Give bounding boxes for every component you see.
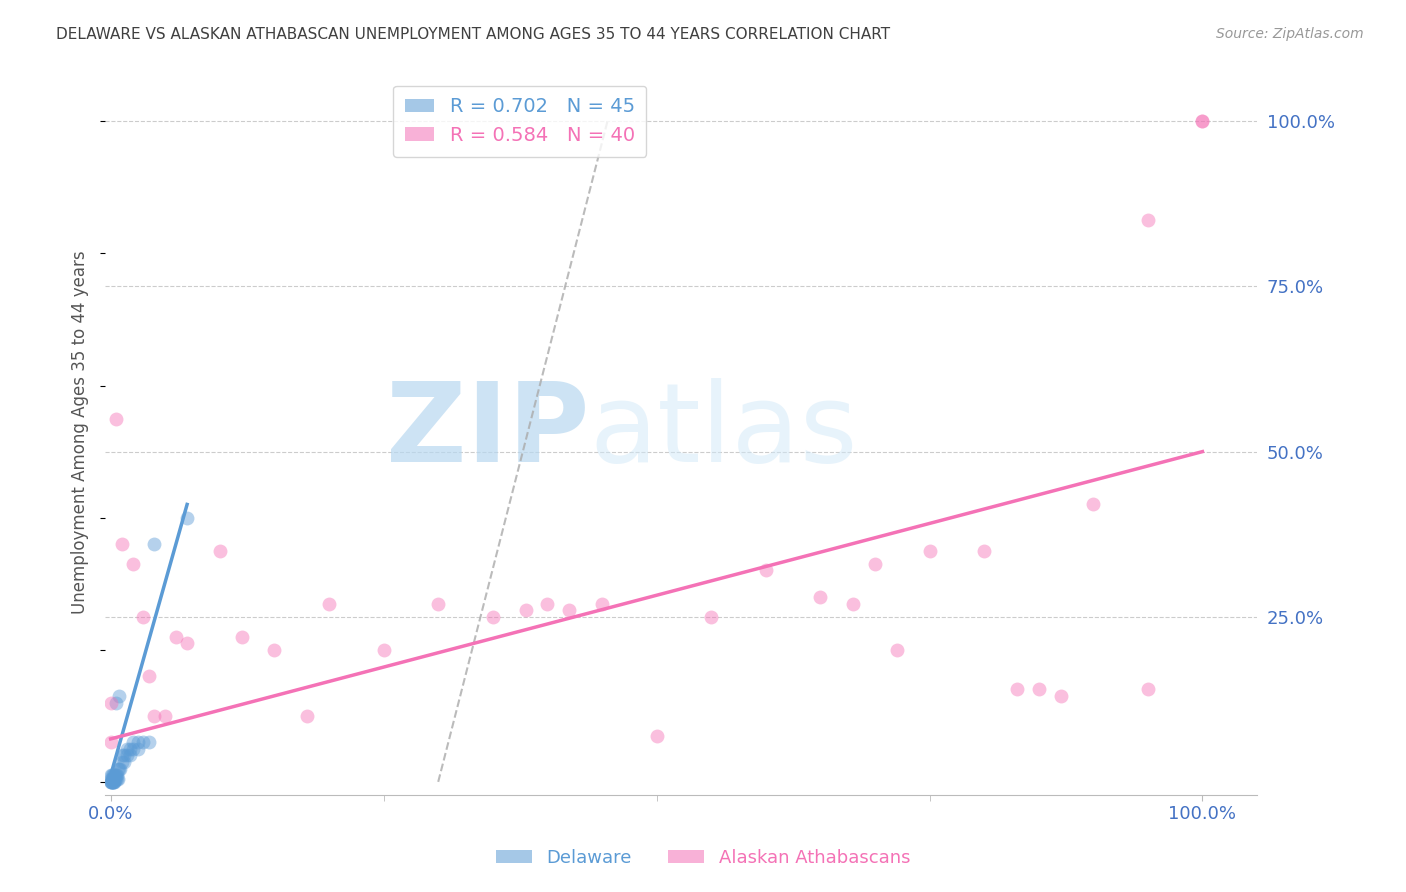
Point — [110, 755, 132, 769]
Point — [100, 696, 122, 710]
Point — [100, 775, 122, 789]
Point — [536, 597, 558, 611]
Point — [918, 543, 941, 558]
Point — [115, 741, 138, 756]
Legend: R = 0.702   N = 45, R = 0.584   N = 40: R = 0.702 N = 45, R = 0.584 N = 40 — [394, 86, 647, 157]
Point — [101, 772, 124, 786]
Point — [165, 630, 187, 644]
Point — [1083, 498, 1105, 512]
Point — [808, 590, 831, 604]
Point — [100, 772, 122, 786]
Point — [842, 597, 865, 611]
Point — [100, 775, 122, 789]
Point — [121, 741, 143, 756]
Point — [100, 735, 122, 749]
Point — [100, 772, 122, 786]
Point — [863, 557, 886, 571]
Point — [103, 768, 125, 782]
Point — [127, 735, 149, 749]
Point — [120, 741, 142, 756]
Point — [100, 768, 122, 782]
Point — [318, 597, 340, 611]
Point — [105, 696, 128, 710]
Point — [1005, 682, 1028, 697]
Point — [143, 708, 166, 723]
Point — [104, 772, 127, 786]
Point — [121, 735, 143, 749]
Point — [121, 557, 143, 571]
Text: ZIP: ZIP — [385, 378, 589, 485]
Point — [591, 597, 613, 611]
Text: Source: ZipAtlas.com: Source: ZipAtlas.com — [1216, 27, 1364, 41]
Point — [886, 642, 908, 657]
Point — [103, 775, 125, 789]
Point — [112, 748, 135, 763]
Point — [115, 748, 138, 763]
Point — [558, 603, 581, 617]
Text: DELAWARE VS ALASKAN ATHABASCAN UNEMPLOYMENT AMONG AGES 35 TO 44 YEARS CORRELATIO: DELAWARE VS ALASKAN ATHABASCAN UNEMPLOYM… — [56, 27, 890, 42]
Point — [100, 775, 122, 789]
Point — [973, 543, 995, 558]
Point — [103, 775, 125, 789]
Point — [127, 741, 149, 756]
Point — [105, 768, 128, 782]
Point — [481, 609, 503, 624]
Text: atlas: atlas — [589, 378, 858, 485]
Point — [755, 564, 778, 578]
Point — [295, 708, 318, 723]
Point — [373, 642, 395, 657]
Point — [108, 689, 131, 703]
Point — [1136, 682, 1159, 697]
Point — [110, 537, 132, 551]
Y-axis label: Unemployment Among Ages 35 to 44 years: Unemployment Among Ages 35 to 44 years — [72, 250, 89, 614]
Point — [105, 772, 128, 786]
Point — [143, 537, 166, 551]
Point — [107, 772, 129, 786]
Point — [427, 597, 450, 611]
Point — [1049, 689, 1071, 703]
Point — [132, 735, 155, 749]
Point — [105, 772, 128, 786]
Point — [120, 748, 142, 763]
Point — [112, 755, 135, 769]
Point — [104, 768, 127, 782]
Point — [645, 729, 668, 743]
Point — [208, 543, 231, 558]
Point — [700, 609, 723, 624]
Point — [100, 768, 122, 782]
Point — [231, 630, 253, 644]
Point — [110, 748, 132, 763]
Point — [105, 768, 128, 782]
Point — [100, 775, 122, 789]
Point — [1136, 213, 1159, 227]
Point — [176, 510, 198, 524]
Point — [176, 636, 198, 650]
Legend: Delaware, Alaskan Athabascans: Delaware, Alaskan Athabascans — [489, 842, 917, 874]
Point — [101, 768, 124, 782]
Point — [138, 669, 160, 683]
Point — [515, 603, 537, 617]
Point — [108, 762, 131, 776]
Point — [103, 772, 125, 786]
Point — [100, 775, 122, 789]
Point — [138, 735, 160, 749]
Point — [155, 708, 177, 723]
Point — [263, 642, 285, 657]
Point — [105, 411, 128, 425]
Point — [101, 775, 124, 789]
Point — [1191, 114, 1213, 128]
Point — [110, 762, 132, 776]
Point — [107, 762, 129, 776]
Point — [1191, 114, 1213, 128]
Point — [132, 609, 155, 624]
Point — [1028, 682, 1050, 697]
Point — [101, 775, 124, 789]
